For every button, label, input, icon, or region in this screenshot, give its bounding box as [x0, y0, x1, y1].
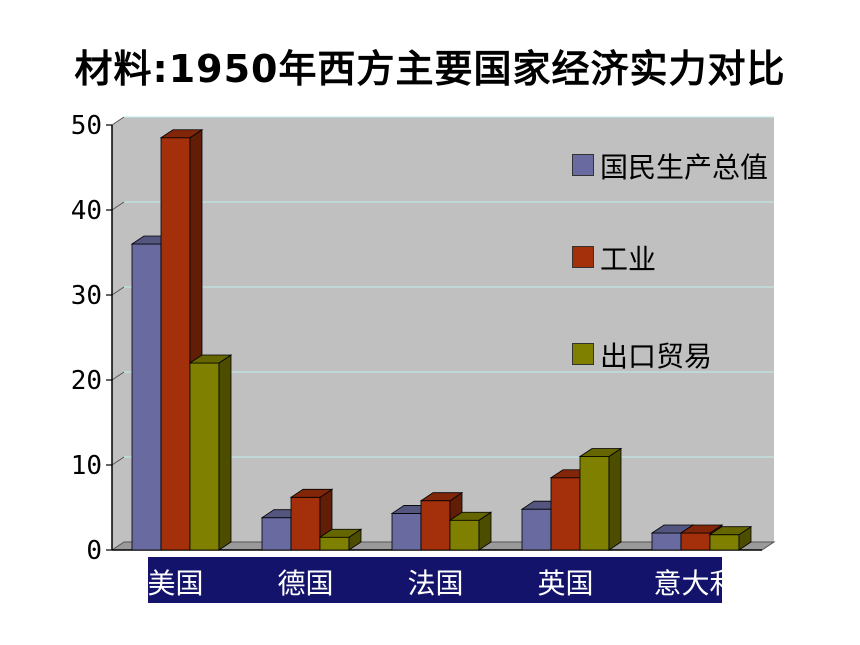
legend-swatch — [572, 154, 594, 176]
x-tick-label: 德国 — [277, 567, 334, 600]
gridline-diag — [111, 116, 125, 126]
category-label-bar — [148, 557, 722, 603]
bar-top — [448, 511, 493, 521]
bar-front — [680, 532, 711, 551]
bar-top — [419, 492, 464, 502]
x-tick-label: 意大利 — [653, 567, 738, 600]
bar — [708, 525, 753, 551]
legend-label: 国民生产总值 — [600, 151, 769, 184]
bar-top — [289, 488, 334, 498]
bar-front — [290, 496, 321, 551]
x-tick-label: 法国 — [407, 567, 464, 600]
bar-front — [160, 137, 191, 551]
bar-top — [188, 354, 233, 364]
bar-top — [708, 526, 753, 536]
bar-front — [261, 517, 292, 551]
bar-top — [159, 129, 204, 139]
bar — [448, 511, 493, 551]
bar-top — [578, 448, 623, 457]
gridline-diag — [111, 371, 125, 381]
bar-side — [218, 354, 232, 551]
legend-swatch — [572, 246, 594, 268]
x-tick-label: 英国 — [537, 567, 594, 600]
bar-front — [579, 456, 610, 551]
legend-swatch — [572, 343, 594, 365]
y-tick-label: 50 — [71, 111, 102, 141]
bar — [318, 528, 363, 551]
bar-front — [651, 532, 682, 551]
bar — [188, 354, 233, 551]
bar-front — [131, 243, 162, 551]
y-tick-label: 20 — [71, 366, 102, 396]
page-title: 材料:1950年西方主要国家经济实力对比 — [74, 47, 786, 91]
bar-side — [608, 447, 622, 551]
bar-top — [318, 528, 363, 538]
bar-front — [709, 534, 740, 551]
bar-front — [189, 362, 220, 551]
bar-front — [420, 500, 451, 551]
bar-front — [391, 513, 422, 551]
y-tick-label: 40 — [71, 196, 102, 226]
gridline-diag — [111, 286, 125, 296]
bar — [289, 488, 334, 551]
legend-label: 工业 — [600, 243, 657, 276]
bar — [578, 447, 623, 551]
legend-label: 出口贸易 — [600, 340, 713, 373]
bar-front — [319, 536, 350, 551]
y-tick-label: 10 — [71, 451, 102, 481]
bar-front — [550, 477, 581, 551]
y-tick-label: 30 — [71, 281, 102, 311]
gridline-diag — [111, 456, 125, 466]
bar-front — [449, 519, 480, 551]
gridline-diag — [111, 201, 125, 211]
bar-top — [679, 524, 724, 534]
bar-front — [521, 508, 552, 551]
x-tick-label: 美国 — [147, 567, 204, 600]
plot-background — [112, 117, 774, 550]
y-tick-label: 0 — [86, 536, 102, 566]
